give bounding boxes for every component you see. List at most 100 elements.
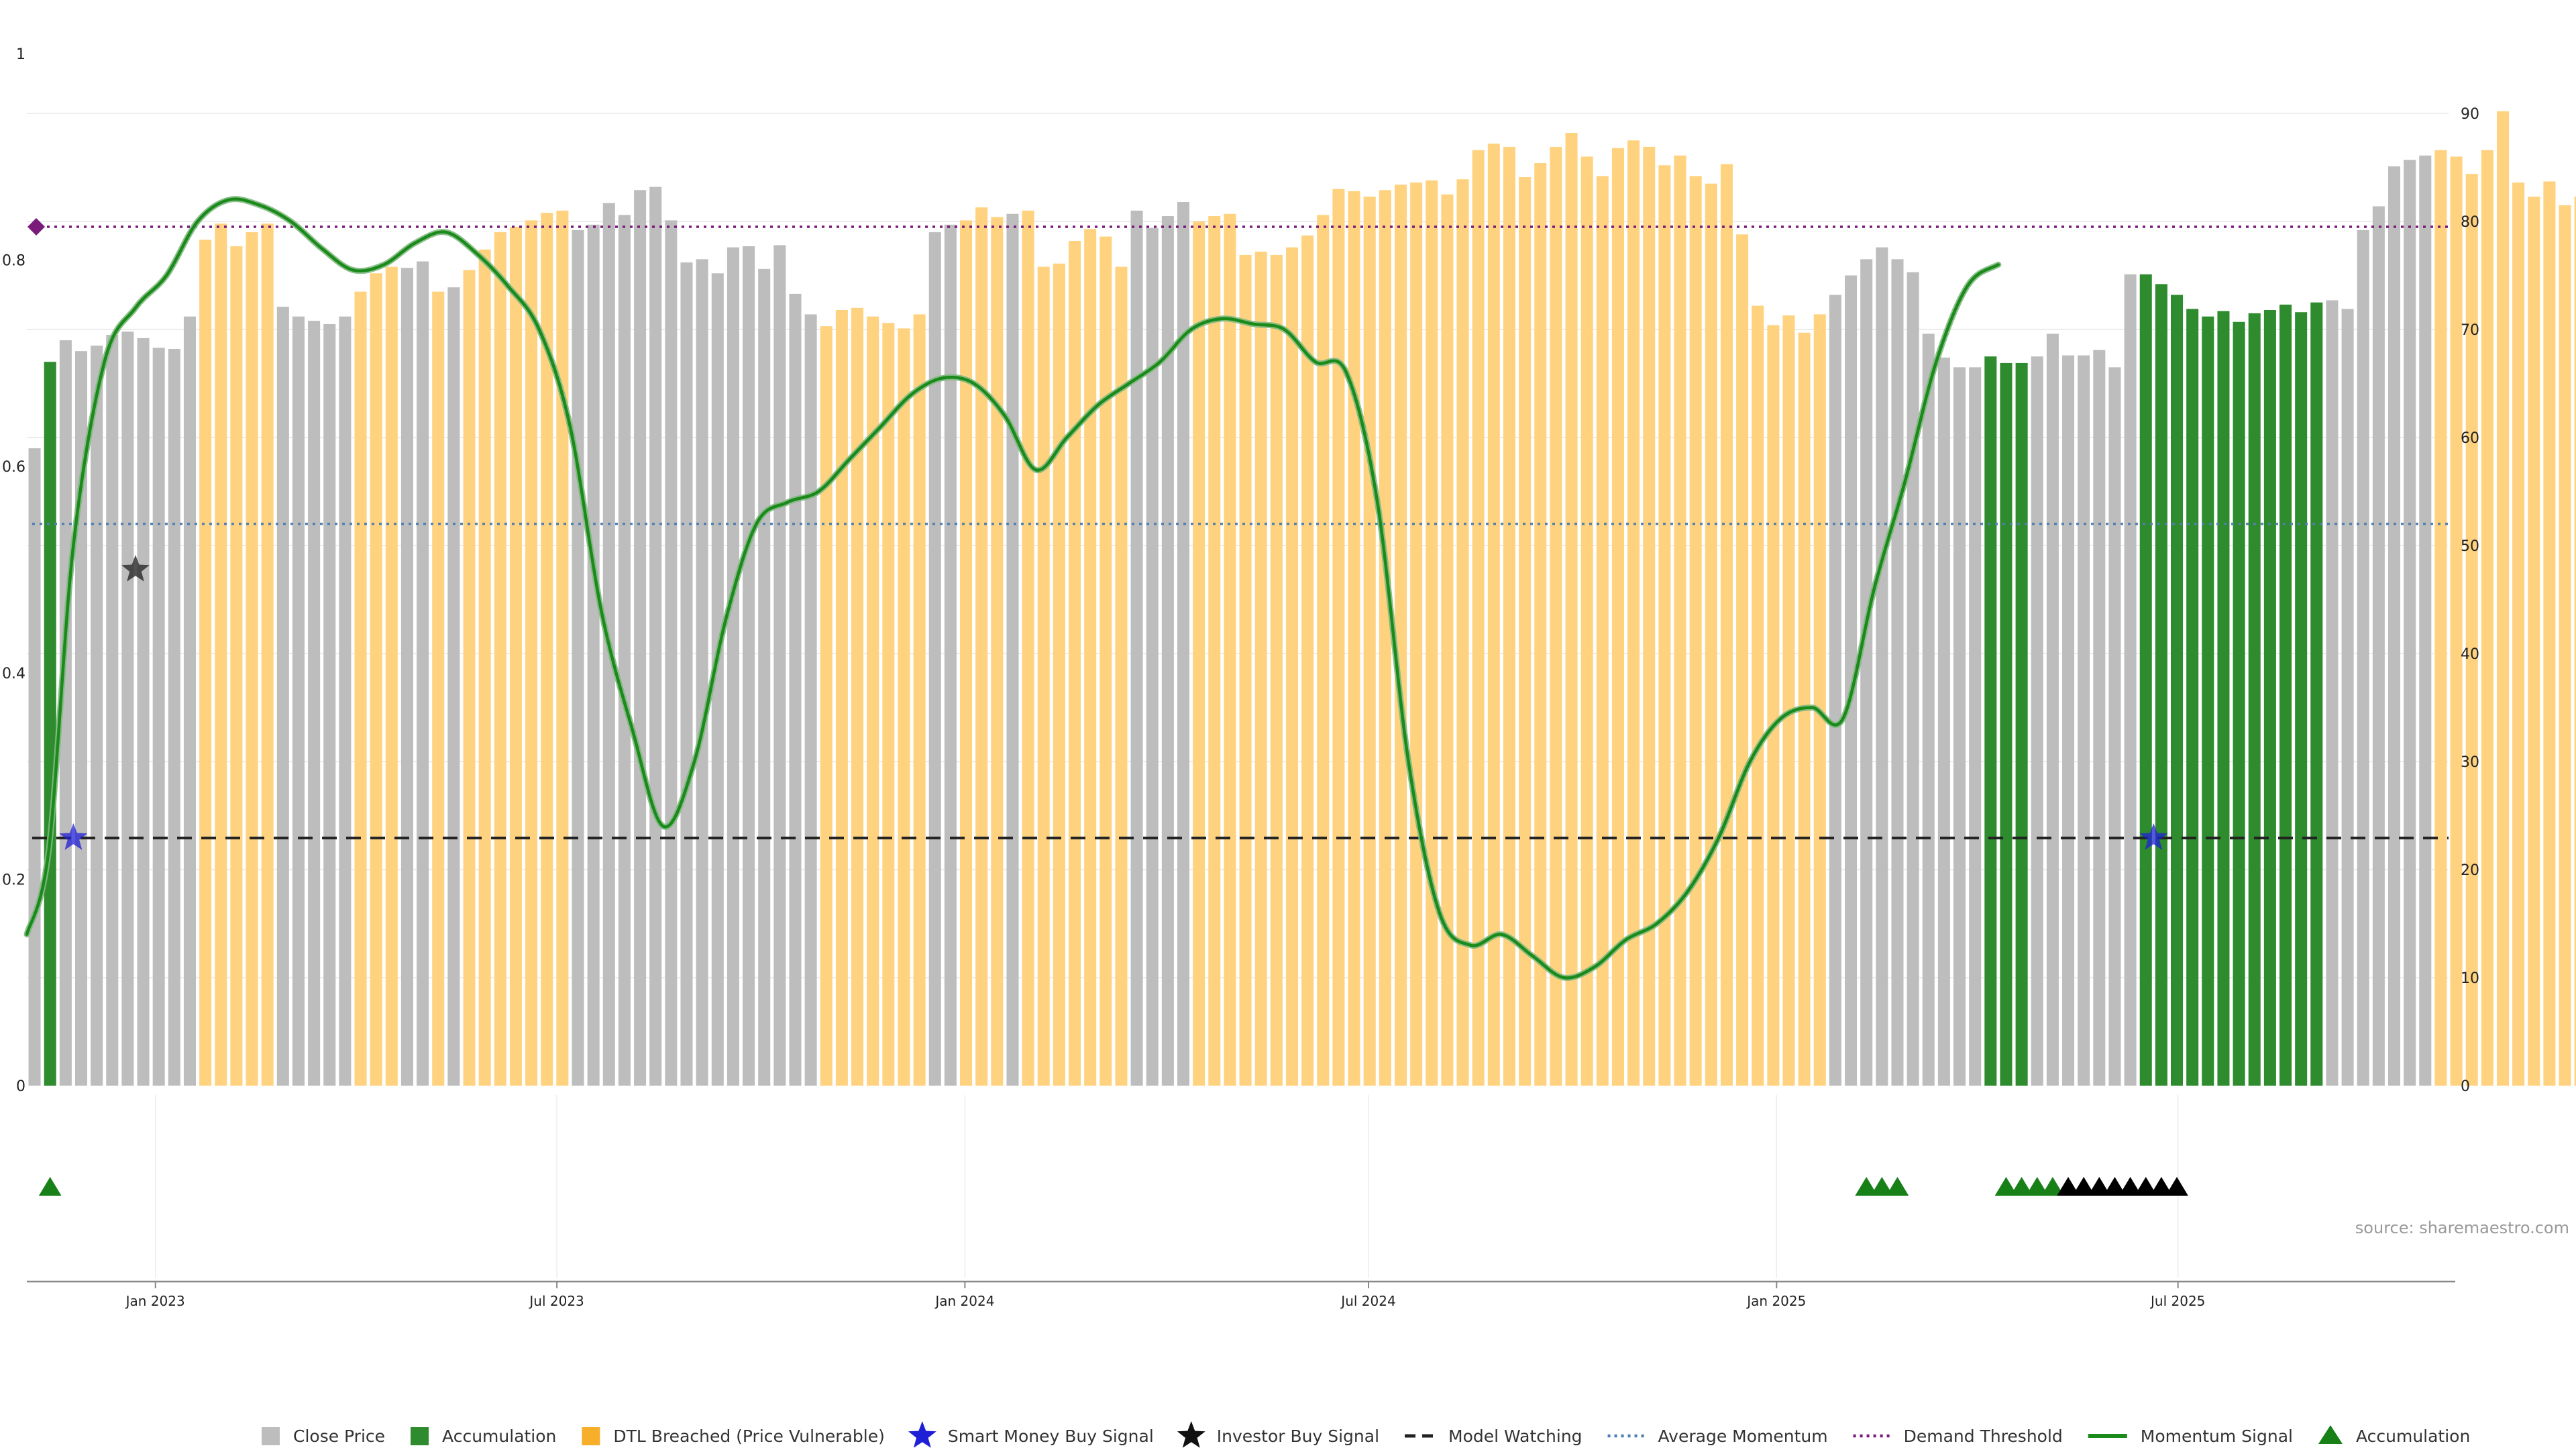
legend-item: Accumulation	[2318, 1425, 2470, 1446]
bar	[370, 273, 382, 1086]
bar	[1519, 176, 1532, 1086]
right-axis-tick: 70	[2461, 322, 2479, 339]
bar	[385, 266, 398, 1086]
left-axis-tick: 0.8	[2, 253, 25, 270]
left-axis-tick: 0	[16, 1078, 25, 1095]
bar	[1084, 229, 1097, 1086]
bar	[276, 307, 289, 1086]
bar	[2186, 309, 2199, 1086]
legend-item: DTL Breached (Price Vulnerable)	[582, 1427, 885, 1446]
bar	[773, 245, 786, 1086]
left-axis-tick: 0.2	[2, 872, 25, 888]
bar	[2419, 155, 2432, 1086]
bar	[261, 223, 274, 1086]
bar	[1674, 155, 1686, 1086]
x-axis-tick-label: Jan 2024	[934, 1293, 994, 1309]
bar	[913, 314, 926, 1086]
legend-item: Model Watching	[1405, 1427, 1582, 1446]
legend-triangle	[2318, 1425, 2343, 1444]
investor-triangle	[2150, 1177, 2173, 1196]
bar	[1627, 140, 1640, 1086]
bar	[2543, 181, 2556, 1086]
bar	[928, 232, 941, 1086]
bar	[1193, 221, 1205, 1086]
bar	[1394, 185, 1407, 1086]
bar	[2062, 355, 2075, 1086]
bar	[2000, 362, 2012, 1086]
bar	[417, 261, 429, 1086]
bar	[292, 316, 305, 1086]
legend-item: Demand Threshold	[1853, 1427, 2063, 1446]
legend-label: Momentum Signal	[2141, 1427, 2293, 1446]
bar	[2387, 166, 2401, 1086]
accumulation-triangle	[1886, 1177, 1909, 1196]
bar	[1503, 146, 1515, 1086]
bar	[743, 246, 755, 1086]
bar	[1720, 164, 1733, 1086]
right-axis-tick: 60	[2461, 430, 2479, 447]
bar	[447, 287, 460, 1086]
investor-triangle	[2088, 1177, 2111, 1196]
demand-threshold-diamond	[28, 218, 45, 236]
bar	[1705, 183, 1717, 1086]
bar	[1922, 333, 1935, 1086]
bar	[2124, 274, 2137, 1086]
markers-layer	[28, 218, 2188, 1196]
accumulation-triangle	[2010, 1177, 2033, 1196]
bar	[1441, 194, 1454, 1086]
bar	[1813, 314, 1826, 1086]
bar	[1845, 275, 1858, 1086]
investor-triangle	[2165, 1177, 2188, 1196]
bar	[1130, 210, 1143, 1086]
bar	[835, 310, 848, 1086]
bar	[2171, 295, 2184, 1086]
legend-swatch	[262, 1427, 280, 1445]
bar	[711, 273, 724, 1086]
bar	[1410, 183, 1423, 1086]
right-axis-tick: 20	[2461, 862, 2479, 879]
bar	[2015, 362, 2028, 1086]
bar	[2372, 206, 2385, 1086]
bar	[1984, 356, 1997, 1086]
bar	[1456, 179, 1469, 1086]
bar	[991, 217, 1004, 1086]
bars-layer	[28, 111, 2576, 1086]
bar	[556, 210, 569, 1086]
left-axis-tick: 0.6	[2, 459, 25, 476]
legend-item: Investor Buy Signal	[1177, 1421, 1379, 1448]
bar	[649, 187, 662, 1086]
bar	[1224, 213, 1236, 1086]
lines-layer	[23, 196, 2449, 981]
bar	[432, 291, 445, 1086]
bar	[2093, 350, 2106, 1086]
bar	[851, 307, 864, 1086]
legend-label: Investor Buy Signal	[1217, 1427, 1379, 1446]
bar	[106, 335, 119, 1086]
bar	[882, 323, 895, 1086]
x-axis-tick-label: Jan 2025	[1746, 1293, 1806, 1309]
bar	[2528, 196, 2540, 1086]
bar	[1068, 240, 1081, 1086]
bar	[2326, 300, 2339, 1086]
bar	[1782, 315, 1795, 1086]
investor-buy-star	[121, 555, 150, 582]
right-axis-tick: 90	[2461, 106, 2479, 123]
legend-label: Average Momentum	[1658, 1427, 1828, 1446]
bar	[2450, 156, 2463, 1086]
bar	[1829, 295, 1841, 1086]
right-axis-tick: 50	[2461, 538, 2479, 555]
bar	[2559, 205, 2571, 1086]
bar	[1161, 215, 1174, 1086]
bar	[400, 268, 413, 1086]
accumulation-triangle	[1855, 1177, 1878, 1196]
investor-triangle	[2072, 1177, 2095, 1196]
bar	[1332, 189, 1345, 1086]
legend-label: Model Watching	[1448, 1427, 1582, 1446]
legend-item: Smart Money Buy Signal	[908, 1421, 1154, 1448]
bar	[1006, 213, 1019, 1086]
bar	[308, 321, 321, 1086]
smart-money-buy-star	[2139, 823, 2168, 850]
bar	[230, 246, 243, 1086]
x-axis-tick-label: Jan 2023	[125, 1293, 185, 1309]
